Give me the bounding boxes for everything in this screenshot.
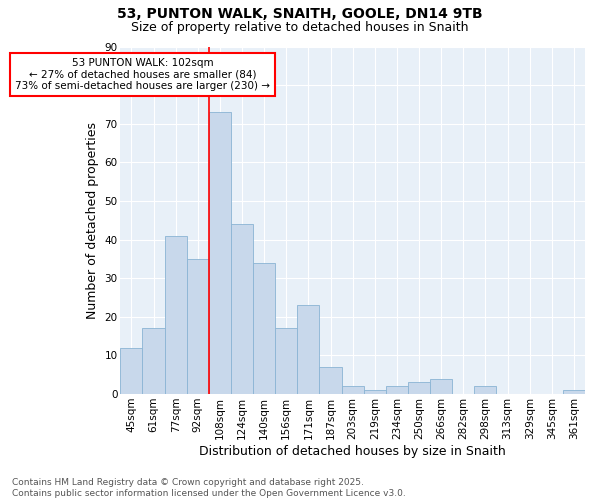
Bar: [319, 367, 341, 394]
X-axis label: Distribution of detached houses by size in Snaith: Distribution of detached houses by size …: [199, 444, 506, 458]
Bar: [209, 112, 231, 394]
Bar: [164, 236, 187, 394]
Text: 53, PUNTON WALK, SNAITH, GOOLE, DN14 9TB: 53, PUNTON WALK, SNAITH, GOOLE, DN14 9TB: [117, 8, 483, 22]
Bar: [187, 259, 209, 394]
Bar: [275, 328, 298, 394]
Bar: [475, 386, 496, 394]
Bar: [231, 224, 253, 394]
Bar: [142, 328, 164, 394]
Bar: [430, 378, 452, 394]
Bar: [386, 386, 408, 394]
Bar: [408, 382, 430, 394]
Text: 53 PUNTON WALK: 102sqm
← 27% of detached houses are smaller (84)
73% of semi-det: 53 PUNTON WALK: 102sqm ← 27% of detached…: [15, 58, 270, 92]
Text: Contains HM Land Registry data © Crown copyright and database right 2025.
Contai: Contains HM Land Registry data © Crown c…: [12, 478, 406, 498]
Bar: [341, 386, 364, 394]
Bar: [563, 390, 585, 394]
Bar: [121, 348, 142, 394]
Bar: [298, 305, 319, 394]
Bar: [253, 262, 275, 394]
Y-axis label: Number of detached properties: Number of detached properties: [86, 122, 99, 319]
Text: Size of property relative to detached houses in Snaith: Size of property relative to detached ho…: [131, 22, 469, 35]
Bar: [364, 390, 386, 394]
